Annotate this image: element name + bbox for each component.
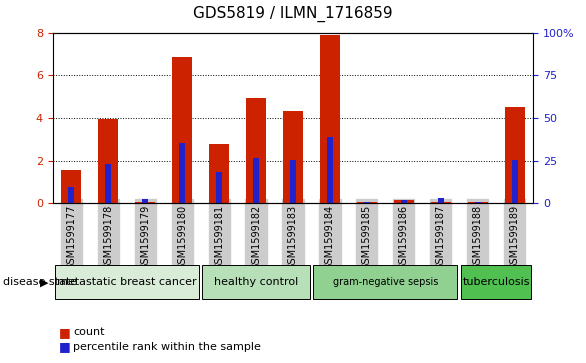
Bar [401,200,407,203]
Bar [475,202,481,203]
Bar [431,202,451,203]
Bar [364,202,370,203]
Bar [438,198,444,203]
Bar [98,119,118,203]
Bar [54,265,199,299]
Bar [512,160,517,203]
Text: ■: ■ [59,326,70,339]
Bar [135,202,155,203]
Bar [394,200,414,203]
Text: ■: ■ [59,340,70,353]
Bar [327,137,333,203]
Text: healthy control: healthy control [214,277,298,287]
Text: gram-negative sepsis: gram-negative sepsis [333,277,438,287]
Bar [468,202,488,203]
Text: tuberculosis: tuberculosis [462,277,530,287]
Text: percentile rank within the sample: percentile rank within the sample [73,342,261,352]
Bar [461,265,532,299]
Bar [320,35,340,203]
Bar [69,187,74,203]
Text: GDS5819 / ILMN_1716859: GDS5819 / ILMN_1716859 [193,5,393,22]
Bar [142,199,148,203]
Bar [246,98,266,203]
Bar [202,265,309,299]
Bar [105,164,111,203]
Bar [357,202,377,203]
Text: ▶: ▶ [40,277,48,287]
Bar [179,143,185,203]
Bar [253,159,259,203]
Bar [314,265,458,299]
Text: metastatic breast cancer: metastatic breast cancer [57,277,196,287]
Bar [209,144,229,203]
Bar [505,107,525,203]
Text: count: count [73,327,105,337]
Bar [216,172,222,203]
Text: disease state: disease state [3,277,77,287]
Bar [283,110,303,203]
Bar [61,170,81,203]
Bar [172,57,192,203]
Bar [290,160,296,203]
